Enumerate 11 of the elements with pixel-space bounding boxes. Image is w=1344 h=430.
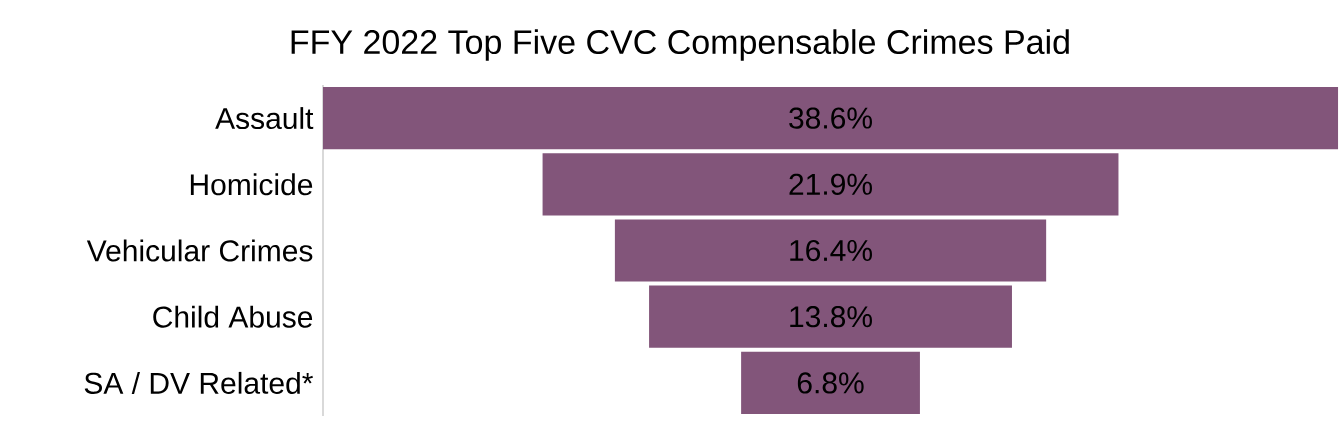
category-label: Assault [215,107,314,130]
category-label: Vehicular Crimes [86,239,313,262]
data-label: 13.8% [790,306,872,328]
category-label: SA / DV Related* [84,371,313,394]
data-label: 16.4% [790,239,872,262]
data-label: 21.9% [789,173,872,195]
data-label: 38.6% [789,107,872,129]
data-label: 6.8% [797,372,864,394]
category-label: Child Abuse [153,305,313,328]
category-label: Homicide [190,173,313,196]
text: FFY 2022 Top Five CVC Compensable Crimes Paid [291,29,1069,61]
